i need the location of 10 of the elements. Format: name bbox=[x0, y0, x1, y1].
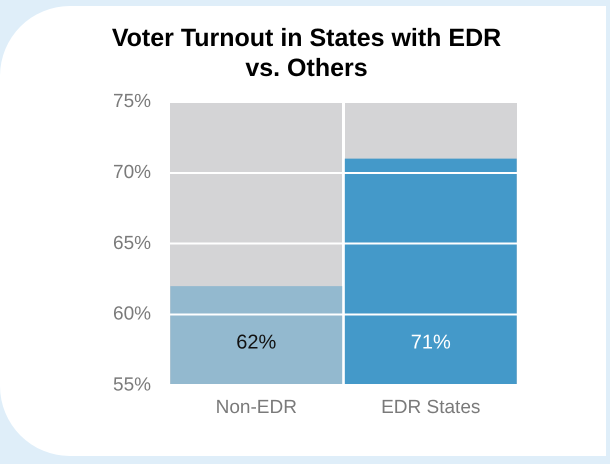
x-tick-label: EDR States bbox=[381, 396, 480, 418]
data-label: 71% bbox=[410, 332, 451, 354]
y-tick-label: 75% bbox=[112, 91, 152, 112]
x-tick-label: Non-EDR bbox=[216, 396, 297, 418]
y-tick-label: 65% bbox=[112, 232, 152, 254]
y-tick-label: 70% bbox=[112, 162, 152, 184]
data-label: 62% bbox=[236, 332, 276, 354]
chart-title: Voter Turnout in States with EDR vs. Others bbox=[112, 24, 502, 82]
y-tick-label: 60% bbox=[112, 304, 152, 325]
y-tick-label: 55% bbox=[112, 374, 152, 396]
